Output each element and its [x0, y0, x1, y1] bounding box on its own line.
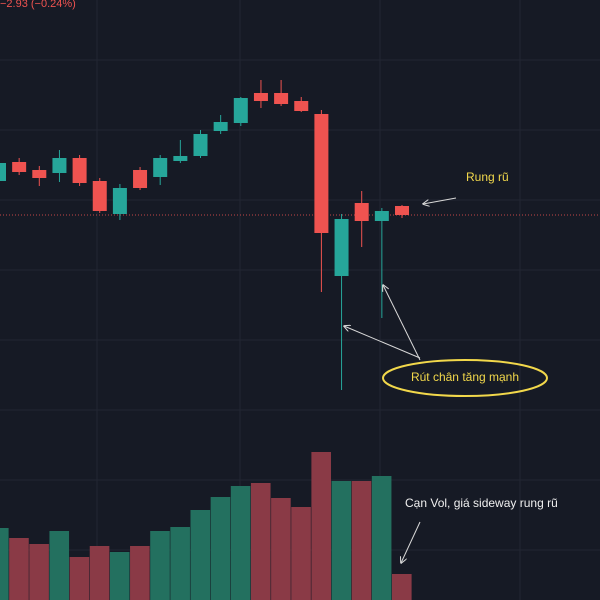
candle-body [314, 114, 329, 233]
volume-bar [130, 546, 150, 600]
volume-bar [170, 527, 190, 600]
volume-bar [89, 546, 110, 600]
annotation: Rút chân tăng mạnh [411, 370, 519, 384]
candle-body [354, 203, 369, 221]
annotations [344, 197, 548, 563]
candle-body [52, 158, 67, 173]
volume-bar [190, 510, 211, 600]
candle-body [92, 181, 107, 211]
candle-body [253, 93, 268, 101]
candle-body [153, 158, 168, 177]
volume-bar [351, 481, 372, 600]
candle-body [193, 134, 208, 156]
volume-bar [109, 552, 130, 600]
annotation: Rung rũ [466, 170, 509, 184]
candle-body [112, 188, 127, 214]
volume-bar [69, 557, 90, 600]
candle-body [395, 206, 409, 215]
candle-body [72, 158, 87, 183]
volume-bar [210, 497, 231, 600]
volume-bar [9, 538, 29, 600]
volume-bar [49, 531, 70, 600]
volume-bar [331, 481, 352, 600]
candle-body [32, 170, 47, 178]
volume-bar [271, 498, 291, 600]
volume-bar [371, 476, 392, 600]
annotation: Cạn Vol, giá sideway rung rũ [405, 496, 558, 510]
candle-body [294, 101, 309, 111]
volume-bar [29, 544, 49, 600]
volume-bar [291, 507, 311, 600]
candle-body [334, 219, 349, 276]
volume-bar [311, 452, 331, 600]
volume-bar [0, 528, 9, 600]
price-change: −2.93 (−0.24%) [0, 0, 76, 10]
candle-body [233, 98, 248, 123]
candle-body [133, 170, 148, 188]
candle-body [0, 163, 6, 181]
volume-bar [150, 531, 170, 600]
volume-bar [250, 483, 271, 600]
candle-body [374, 211, 389, 221]
candle-body [173, 156, 188, 161]
candle-body [213, 122, 228, 131]
candle-body [274, 93, 289, 104]
candle-body [12, 162, 27, 172]
volume-bar [392, 574, 412, 600]
volume-bar [230, 486, 251, 600]
